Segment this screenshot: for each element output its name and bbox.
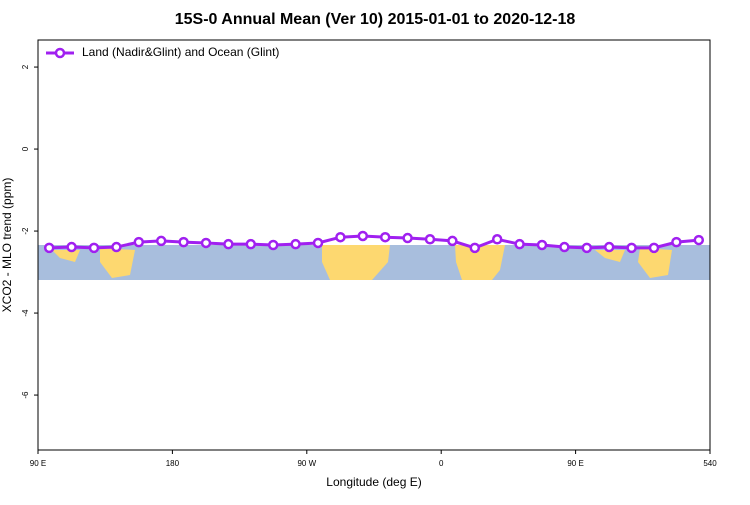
point xyxy=(491,234,503,245)
map-background xyxy=(38,245,710,280)
x-tick-label: 180 xyxy=(166,459,180,468)
point xyxy=(402,232,413,244)
x-tick-label: 0 xyxy=(439,459,444,468)
point xyxy=(66,241,77,253)
y-tick-label: -6 xyxy=(21,391,30,399)
y-axis-label: XCO2 - MLO trend (ppm) xyxy=(0,178,14,313)
point xyxy=(111,241,122,253)
point xyxy=(245,238,257,250)
point xyxy=(671,236,682,248)
point xyxy=(626,242,637,254)
point xyxy=(379,231,391,243)
x-axis-label: Longitude (deg E) xyxy=(326,475,421,489)
point xyxy=(357,230,369,242)
point xyxy=(312,237,324,249)
point xyxy=(223,238,234,250)
point xyxy=(603,241,615,253)
plot-frame xyxy=(37,39,711,451)
point xyxy=(424,234,436,245)
point xyxy=(200,237,212,249)
point xyxy=(536,239,548,251)
point xyxy=(648,242,660,254)
y-tick-label: -4 xyxy=(21,309,30,317)
point xyxy=(178,236,189,248)
y-tick-label: 0 xyxy=(21,146,30,151)
x-tick-label: 90 E xyxy=(30,459,46,468)
point xyxy=(155,235,167,247)
x-tick-label: 90 W xyxy=(297,459,316,468)
point xyxy=(88,242,100,254)
point xyxy=(469,242,481,254)
point xyxy=(581,242,593,254)
point xyxy=(290,238,301,250)
point xyxy=(133,236,145,248)
point xyxy=(267,239,279,251)
chart-title: 15S-0 Annual Mean (Ver 10) 2015-01-01 to… xyxy=(175,11,576,28)
x-tick-label: 90 E xyxy=(567,459,583,468)
legend-marker xyxy=(54,47,66,59)
point xyxy=(447,235,458,247)
point xyxy=(559,241,570,253)
y-tick-label: -2 xyxy=(21,227,30,235)
legend-label: Land (Nadir&Glint) and Ocean (Glint) xyxy=(82,45,279,59)
y-tick-label: 2 xyxy=(21,64,30,69)
point xyxy=(43,242,55,254)
point xyxy=(693,234,705,246)
x-tick-label: 540 xyxy=(703,459,717,468)
point xyxy=(335,231,346,243)
point xyxy=(514,238,525,250)
